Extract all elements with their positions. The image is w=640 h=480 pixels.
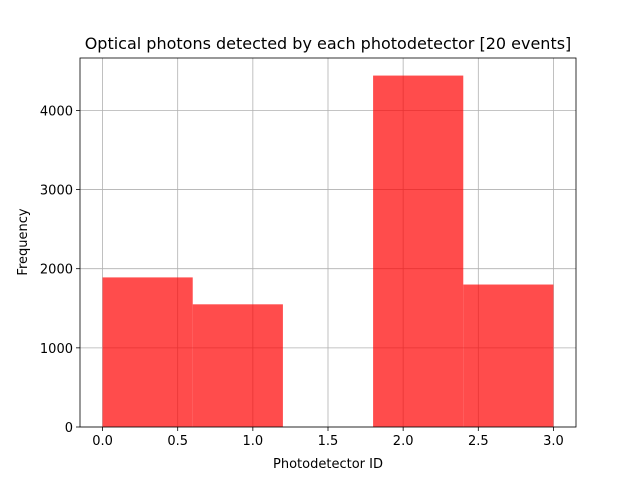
histogram-bar-0 (102, 277, 193, 427)
y-axis-label: Frequency (16, 208, 31, 275)
histogram-bar-4 (463, 284, 554, 427)
chart-title: Optical photons detected by each photode… (85, 34, 572, 53)
x-axis-ticks: 0.0 0.5 1.0 1.5 2.0 2.5 3.0 (92, 427, 564, 449)
x-axis-label: Photodetector ID (273, 457, 383, 472)
histogram-bar-3 (373, 75, 464, 428)
x-tick-label: 2.5 (468, 434, 489, 449)
y-tick-label: 2000 (40, 263, 73, 278)
y-tick-label: 4000 (40, 104, 73, 119)
histogram-bars (102, 75, 554, 428)
y-axis-ticks: 0 1000 2000 3000 4000 (40, 104, 80, 436)
x-tick-label: 1.0 (243, 434, 264, 449)
y-tick-label: 1000 (40, 342, 73, 357)
x-tick-label: 2.0 (393, 434, 414, 449)
x-tick-label: 0.0 (92, 434, 113, 449)
y-tick-label: 3000 (40, 184, 73, 199)
x-tick-label: 0.5 (167, 434, 188, 449)
y-tick-label: 0 (65, 421, 73, 436)
x-tick-label: 1.5 (318, 434, 339, 449)
x-tick-label: 3.0 (543, 434, 564, 449)
histogram-bar-1 (192, 304, 283, 427)
